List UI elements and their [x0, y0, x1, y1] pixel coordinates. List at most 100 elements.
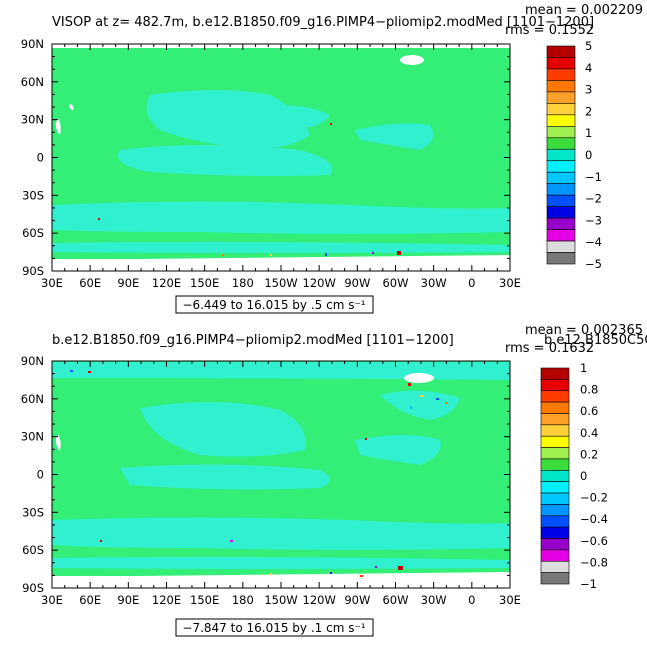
panel2-range-label: −7.847 to 16.015 by .1 cm s⁻¹ [182, 621, 365, 635]
y-tick-label: 60S [22, 226, 44, 240]
y-tick-label: 60N [21, 392, 44, 406]
panel1-ticks [51, 43, 511, 272]
y-tick-label: 30N [21, 113, 44, 127]
colorbar-swatch [546, 194, 576, 207]
y-tick-label: 90N [21, 354, 44, 368]
x-tick-label: 30E [41, 593, 63, 607]
colorbar-swatch [546, 80, 576, 93]
x-tick-label: 30E [499, 276, 521, 290]
colorbar-swatch [540, 435, 570, 448]
colorbar-label: 5 [585, 39, 592, 53]
y-tick-label: 90S [22, 581, 44, 595]
colorbar-label: −4 [585, 235, 602, 249]
colorbar-swatch [540, 367, 570, 380]
x-tick-label: 120E [152, 593, 181, 607]
colorbar-swatch [540, 470, 570, 482]
y-tick-label: 60N [21, 75, 44, 89]
panel2-cyan-regions [52, 362, 510, 569]
colorbar-swatch [546, 252, 576, 265]
colorbar-swatch [540, 401, 570, 414]
colorbar-swatch [540, 390, 570, 403]
colorbar-swatch [540, 560, 570, 573]
colorbar-swatch [546, 206, 576, 219]
panel1-speckles [98, 123, 401, 256]
panel2-title: b.e12.B1850.f09_g16.PIMP4−pliomip2.modMe… [52, 333, 454, 348]
x-tick-label: 0 [468, 593, 475, 607]
colorbar-swatch [540, 413, 570, 426]
colorbar-swatch [546, 103, 576, 116]
colorbar-label: −0.6 [580, 534, 608, 548]
colorbar-swatch [546, 137, 576, 150]
colorbar-label: 0.6 [580, 404, 598, 418]
panel1-map [52, 44, 510, 271]
colorbar-swatch [540, 572, 570, 585]
panel1-x-tick-labels: 30E 60E 90E 120E 150E 180 150W 120W 90W 60W 30W 0 30… [41, 276, 521, 290]
x-tick-label: 150W [264, 276, 297, 290]
colorbar-swatch [540, 492, 570, 505]
colorbar-swatch [540, 458, 570, 471]
panel1-cyan-regions [52, 90, 510, 253]
x-tick-label: 0 [468, 276, 475, 290]
panel1-range-label: −6.449 to 16.015 by .5 cm s⁻¹ [182, 298, 365, 312]
colorbar-swatch [546, 160, 576, 173]
panel2-range-box [175, 618, 374, 637]
x-tick-label: 30W [421, 276, 447, 290]
panel2-colorbar-labels: 1 0.8 0.6 0.4 0.2 0 −0.2 −0.4 −0.6 −0.8 −1 [580, 361, 608, 591]
y-tick-label: 90S [22, 264, 44, 278]
colorbar-label: 3 [585, 83, 592, 97]
colorbar-swatch [546, 45, 576, 58]
colorbar-label: −2 [585, 192, 602, 206]
colorbar-label: −3 [585, 213, 602, 227]
colorbar-label: −0.8 [580, 555, 608, 569]
panel1-range-box [175, 295, 374, 314]
colorbar-label: 0.8 [580, 383, 598, 397]
panel2-title-right: b.e12.B1850C5CN.f( [544, 333, 647, 348]
y-tick-label: 30S [22, 505, 44, 519]
colorbar-swatch [540, 504, 570, 517]
colorbar-swatch [540, 515, 570, 528]
colorbar-label: 0 [580, 469, 587, 483]
colorbar-swatch [546, 148, 576, 162]
y-tick-label: 0 [37, 468, 44, 482]
colorbar-swatch [546, 114, 576, 127]
y-tick-label: 0 [37, 151, 44, 165]
colorbar-swatch [540, 481, 570, 494]
x-tick-label: 180 [232, 276, 254, 290]
panel1-colorbar [546, 45, 576, 265]
panel1-colorbar-labels: 5 4 3 2 1 0 −1 −2 −3 −4 −5 [585, 39, 602, 271]
x-tick-label: 90E [117, 276, 139, 290]
x-tick-label: 90W [344, 593, 370, 607]
colorbar-swatch [546, 171, 576, 184]
panel1-rms: rms = 0.1552 [505, 23, 594, 38]
colorbar-swatch [540, 424, 570, 437]
colorbar-label: 4 [585, 61, 592, 75]
colorbar-swatch [546, 91, 576, 104]
x-tick-label: 30E [499, 593, 521, 607]
colorbar-swatch [546, 240, 576, 253]
colorbar-label: 0.4 [580, 426, 598, 440]
x-tick-label: 150W [264, 593, 297, 607]
colorbar-label: 2 [585, 104, 592, 118]
colorbar-swatch [546, 217, 576, 230]
colorbar-swatch [540, 538, 570, 551]
panel-bottom: b.e12.B1850.f09_g16.PIMP4−pliomip2.modMe… [21, 323, 647, 637]
x-tick-label: 90W [344, 276, 370, 290]
y-tick-label: 30S [22, 188, 44, 202]
x-tick-label: 60W [382, 593, 408, 607]
panel2-x-tick-labels: 30E 60E 90E 120E 150E 180 150W 120W 90W 60W 30W 0 30… [41, 593, 521, 607]
panel2-rms: rms = 0.1632 [505, 341, 594, 356]
y-tick-label: 30N [21, 430, 44, 444]
colorbar-label: 1 [585, 126, 592, 140]
colorbar-label: −1 [580, 577, 597, 591]
x-tick-label: 30W [421, 593, 447, 607]
x-tick-label: 60E [79, 593, 101, 607]
colorbar-swatch [540, 549, 570, 562]
colorbar-swatch [546, 229, 576, 242]
x-tick-label: 60W [382, 276, 408, 290]
colorbar-label: −1 [585, 170, 602, 184]
panel2-mean: mean = 0.002365 [525, 323, 643, 338]
colorbar-swatch [540, 526, 570, 539]
x-tick-label: 150E [190, 276, 219, 290]
colorbar-label: 0 [585, 148, 592, 162]
